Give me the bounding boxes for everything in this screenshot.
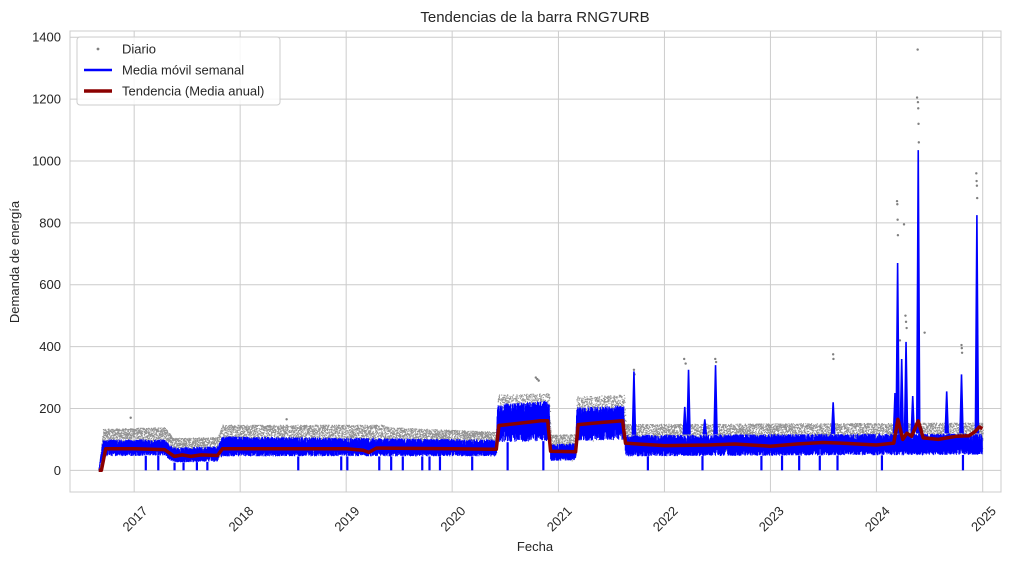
diario-outlier-point [285, 418, 288, 421]
x-tick-label: 2017 [119, 503, 150, 534]
media-movil-spike [899, 358, 904, 434]
y-tick-label: 1400 [32, 30, 61, 45]
media-movil-spike [682, 406, 688, 435]
y-tick-label: 0 [54, 463, 61, 478]
media-movil-spike [830, 402, 836, 434]
media-movil-spike [686, 369, 691, 435]
tendencia-line [98, 417, 984, 473]
diario-outlier-point [534, 376, 537, 379]
x-tick-label: 2024 [862, 503, 893, 534]
diario-outlier-point [904, 314, 907, 317]
media-movil-spike [713, 365, 718, 435]
plot-frame [69, 30, 1002, 493]
x-tick-label: 2023 [756, 503, 787, 534]
diario-outlier-point [896, 218, 899, 221]
diario-outlier-point [895, 199, 899, 203]
media-movil-spike [895, 263, 900, 434]
series-tendencia-media-anual [98, 417, 984, 473]
plot-area [98, 48, 984, 473]
diario-outlier-point [682, 357, 686, 361]
x-tick-label: 2022 [650, 503, 681, 534]
media-movil-spike [944, 391, 949, 434]
legend-label: Diario [122, 42, 156, 57]
diario-outlier-point [898, 339, 902, 342]
diario-outlier-point [714, 357, 717, 361]
media-movil-spike [910, 396, 916, 434]
diario-outlier-point [960, 346, 963, 350]
media-movil-spike [915, 150, 921, 434]
media-movil-spike [959, 374, 964, 434]
diario-outlier-point [975, 172, 978, 175]
diario-outlier-point [975, 196, 979, 200]
y-axis-title: Demanda de energía [7, 200, 22, 323]
diario-outlier-point [896, 203, 899, 206]
media-movil-spike [974, 215, 980, 434]
diario-outlier-point [917, 107, 920, 110]
diario-outlier-point [917, 141, 921, 144]
diario-outlier-point [632, 368, 636, 371]
diario-outlier-point [684, 362, 687, 365]
x-tick-label: 2018 [225, 503, 256, 534]
diario-outlier-point [905, 326, 908, 330]
legend-marker-diario [96, 47, 100, 51]
y-tick-label: 1200 [32, 92, 61, 107]
legend-label: Media móvil semanal [122, 63, 244, 78]
diario-outlier-point [831, 353, 835, 356]
diario-outlier-point [917, 122, 920, 126]
diario-outlier-point [129, 416, 132, 419]
legend-box [76, 36, 281, 106]
y-tick-label: 400 [39, 339, 61, 354]
y-tick-label: 800 [39, 215, 61, 230]
diario-outlier-point [960, 351, 964, 354]
diario-outlier-point [923, 331, 926, 334]
diario-outlier-point [902, 223, 906, 226]
diario-outlier-point [915, 96, 919, 99]
x-tick-label: 2019 [331, 503, 362, 534]
x-tick-label: 2020 [437, 503, 468, 534]
y-tick-label: 200 [39, 401, 61, 416]
media-movil-spike [702, 419, 708, 435]
diario-outlier-point [536, 377, 539, 381]
diario-outlier-point [916, 100, 920, 104]
diario-outlier-point [832, 357, 835, 361]
x-tick-label: 2025 [968, 503, 999, 534]
diario-outlier-point [916, 48, 919, 51]
diario-outlier-point [537, 379, 540, 382]
diario-outlier-point [904, 320, 908, 324]
diario-outlier-point [975, 184, 979, 187]
grid [70, 31, 1001, 492]
legend-label: Tendencia (Media anual) [122, 84, 264, 99]
diario-outlier-point [896, 234, 900, 237]
diario-outlier-point [975, 179, 978, 183]
chart-title: Tendencias de la barra RNG7URB [420, 9, 649, 26]
diario-outlier-point [714, 360, 718, 364]
diario-outlier-point [960, 343, 963, 347]
media-movil-spike [631, 371, 637, 435]
y-tick-label: 1000 [32, 153, 61, 168]
media-movil-line [98, 400, 983, 471]
y-tick-label: 600 [39, 277, 61, 292]
x-tick-label: 2021 [544, 503, 575, 534]
legend: Diario Media móvil semanal Tendencia (Medi… [76, 36, 281, 106]
media-movil-spike [903, 341, 909, 434]
x-axis-title: Fecha [517, 539, 554, 554]
